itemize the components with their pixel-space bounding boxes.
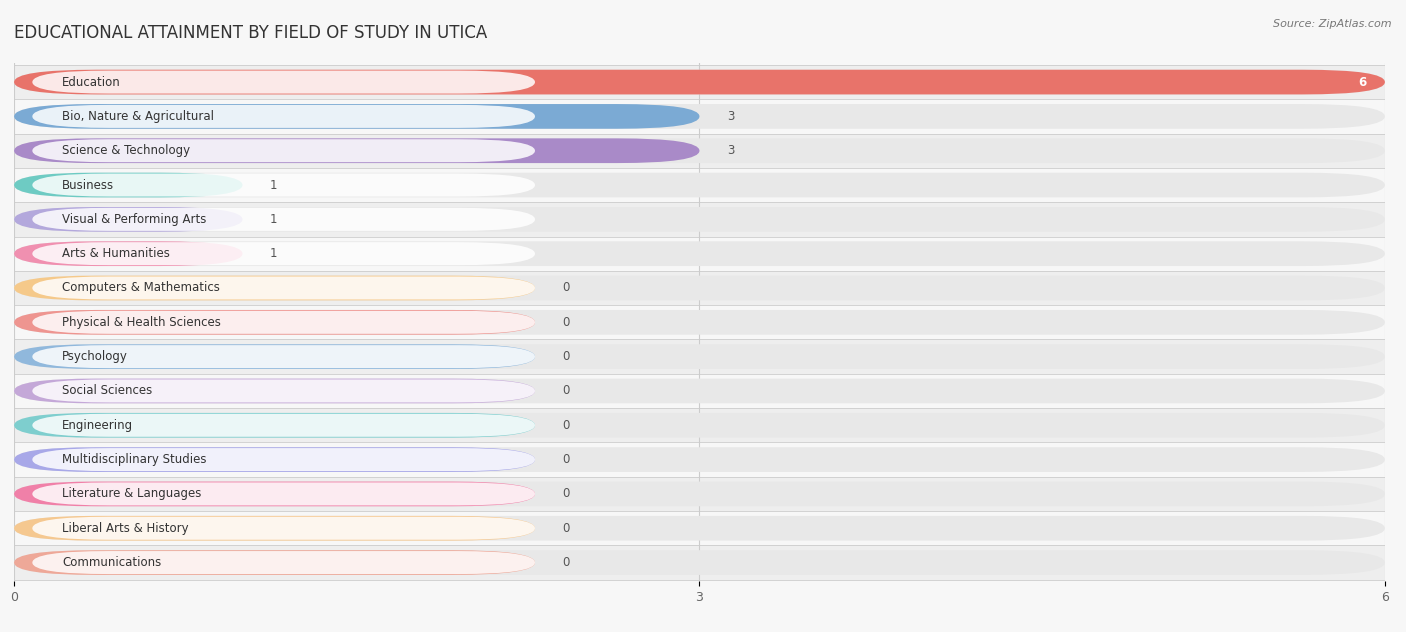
FancyBboxPatch shape	[3, 271, 1396, 305]
FancyBboxPatch shape	[3, 477, 1396, 511]
Text: Science & Technology: Science & Technology	[62, 144, 190, 157]
Text: 0: 0	[562, 556, 569, 569]
Text: 0: 0	[562, 384, 569, 398]
FancyBboxPatch shape	[14, 310, 1385, 335]
Text: Liberal Arts & History: Liberal Arts & History	[62, 522, 188, 535]
FancyBboxPatch shape	[14, 447, 1385, 472]
FancyBboxPatch shape	[14, 413, 1385, 437]
Text: Multidisciplinary Studies: Multidisciplinary Studies	[62, 453, 207, 466]
FancyBboxPatch shape	[14, 70, 1385, 94]
FancyBboxPatch shape	[3, 374, 1396, 408]
Text: 0: 0	[562, 419, 569, 432]
FancyBboxPatch shape	[14, 104, 700, 129]
FancyBboxPatch shape	[32, 448, 536, 471]
FancyBboxPatch shape	[14, 207, 1385, 232]
Text: Engineering: Engineering	[62, 419, 134, 432]
Text: 0: 0	[562, 487, 569, 501]
FancyBboxPatch shape	[32, 105, 536, 128]
Text: 1: 1	[270, 213, 277, 226]
FancyBboxPatch shape	[14, 379, 536, 403]
FancyBboxPatch shape	[3, 545, 1396, 580]
FancyBboxPatch shape	[14, 138, 1385, 163]
FancyBboxPatch shape	[14, 241, 1385, 266]
FancyBboxPatch shape	[32, 414, 536, 437]
FancyBboxPatch shape	[32, 277, 536, 300]
Text: Arts & Humanities: Arts & Humanities	[62, 247, 170, 260]
FancyBboxPatch shape	[32, 482, 536, 506]
FancyBboxPatch shape	[3, 305, 1396, 339]
FancyBboxPatch shape	[32, 174, 536, 197]
FancyBboxPatch shape	[32, 517, 536, 540]
FancyBboxPatch shape	[14, 104, 1385, 129]
FancyBboxPatch shape	[32, 311, 536, 334]
Text: Bio, Nature & Agricultural: Bio, Nature & Agricultural	[62, 110, 214, 123]
FancyBboxPatch shape	[14, 310, 536, 335]
FancyBboxPatch shape	[3, 133, 1396, 168]
FancyBboxPatch shape	[14, 482, 1385, 506]
FancyBboxPatch shape	[14, 550, 536, 575]
FancyBboxPatch shape	[14, 173, 243, 197]
FancyBboxPatch shape	[14, 516, 536, 540]
Text: Business: Business	[62, 178, 114, 191]
FancyBboxPatch shape	[14, 482, 536, 506]
FancyBboxPatch shape	[3, 511, 1396, 545]
FancyBboxPatch shape	[14, 276, 536, 300]
Text: 3: 3	[727, 110, 734, 123]
FancyBboxPatch shape	[32, 345, 536, 368]
Text: Source: ZipAtlas.com: Source: ZipAtlas.com	[1274, 19, 1392, 29]
Text: 0: 0	[562, 350, 569, 363]
Text: 3: 3	[727, 144, 734, 157]
FancyBboxPatch shape	[3, 99, 1396, 133]
FancyBboxPatch shape	[14, 276, 1385, 300]
Text: Social Sciences: Social Sciences	[62, 384, 152, 398]
Text: Physical & Health Sciences: Physical & Health Sciences	[62, 316, 221, 329]
Text: Visual & Performing Arts: Visual & Performing Arts	[62, 213, 207, 226]
FancyBboxPatch shape	[14, 241, 243, 266]
Text: EDUCATIONAL ATTAINMENT BY FIELD OF STUDY IN UTICA: EDUCATIONAL ATTAINMENT BY FIELD OF STUDY…	[14, 25, 488, 42]
FancyBboxPatch shape	[14, 379, 1385, 403]
Text: 6: 6	[1358, 76, 1367, 88]
FancyBboxPatch shape	[3, 65, 1396, 99]
Text: Education: Education	[62, 76, 121, 88]
FancyBboxPatch shape	[14, 70, 1385, 94]
FancyBboxPatch shape	[32, 242, 536, 265]
Text: 1: 1	[270, 178, 277, 191]
FancyBboxPatch shape	[14, 344, 1385, 369]
FancyBboxPatch shape	[32, 551, 536, 574]
FancyBboxPatch shape	[14, 516, 1385, 540]
FancyBboxPatch shape	[32, 71, 536, 94]
Text: Psychology: Psychology	[62, 350, 128, 363]
Text: 1: 1	[270, 247, 277, 260]
FancyBboxPatch shape	[32, 208, 536, 231]
FancyBboxPatch shape	[14, 344, 536, 369]
Text: 0: 0	[562, 522, 569, 535]
Text: Literature & Languages: Literature & Languages	[62, 487, 201, 501]
FancyBboxPatch shape	[3, 168, 1396, 202]
Text: Communications: Communications	[62, 556, 162, 569]
FancyBboxPatch shape	[14, 413, 536, 437]
FancyBboxPatch shape	[3, 202, 1396, 236]
FancyBboxPatch shape	[3, 339, 1396, 374]
FancyBboxPatch shape	[14, 550, 1385, 575]
FancyBboxPatch shape	[32, 139, 536, 162]
FancyBboxPatch shape	[14, 173, 1385, 197]
Text: 0: 0	[562, 316, 569, 329]
FancyBboxPatch shape	[14, 138, 700, 163]
Text: 0: 0	[562, 281, 569, 295]
FancyBboxPatch shape	[3, 236, 1396, 271]
FancyBboxPatch shape	[3, 408, 1396, 442]
FancyBboxPatch shape	[3, 442, 1396, 477]
Text: Computers & Mathematics: Computers & Mathematics	[62, 281, 219, 295]
FancyBboxPatch shape	[14, 207, 243, 232]
FancyBboxPatch shape	[32, 379, 536, 403]
Text: 0: 0	[562, 453, 569, 466]
FancyBboxPatch shape	[14, 447, 536, 472]
